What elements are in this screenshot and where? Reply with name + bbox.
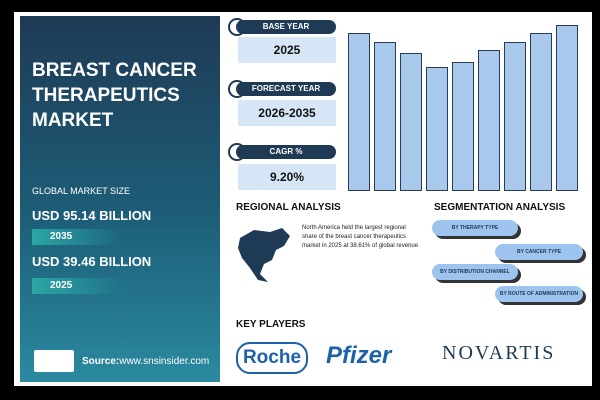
stat-value: 9.20% (238, 164, 336, 190)
source: Source:www.snsinsider.com (82, 356, 209, 367)
stat-value: 2025 (238, 37, 336, 63)
stat-label: FORECAST YEAR (236, 82, 336, 96)
stat-label: CAGR % (236, 145, 336, 159)
source-url: www.snsinsider.com (119, 356, 210, 367)
segment-pill: BY CANCER TYPE (495, 244, 583, 260)
company-logo: Pfizer (326, 342, 392, 369)
bar (504, 42, 526, 191)
bar (452, 62, 474, 191)
title-line: MARKET (32, 110, 114, 131)
section-title: SEGMENTATION ANALYSIS (434, 202, 566, 213)
stat-label: BASE YEAR (236, 20, 336, 34)
map (238, 228, 290, 282)
market-amount: USD 39.46 BILLION (32, 254, 152, 269)
company-logo: Roche (236, 342, 308, 374)
market-size-label: GLOBAL MARKET SIZE (32, 186, 131, 196)
segment-pill: BY DISTRIBUTION CHANNEL (432, 264, 518, 280)
title-line: THERAPEUTICS (32, 85, 180, 106)
market-year: 2035 (32, 229, 122, 245)
map-shape (238, 228, 290, 282)
title-line: BREAST CANCER (32, 60, 197, 81)
bar (530, 33, 552, 191)
segment-pill: BY ROUTE OF ADMINISTRATION (495, 286, 583, 302)
decorative-bars (348, 25, 588, 191)
market-amount: USD 95.14 BILLION (32, 208, 152, 223)
bar (400, 53, 422, 191)
source-label: Source: (82, 356, 120, 367)
sidebar: BREAST CANCER THERAPEUTICS MARKET GLOBAL… (20, 16, 220, 382)
bar (556, 25, 578, 191)
bar (426, 67, 448, 191)
bar (348, 33, 370, 191)
market-year: 2025 (32, 278, 122, 294)
section-title: REGIONAL ANALYSIS (236, 202, 341, 213)
regional-text: North America held the largest regional … (302, 225, 419, 249)
brand-logo (34, 350, 74, 372)
bar (374, 42, 396, 191)
company-logo: NOVARTIS (442, 342, 556, 364)
bar (478, 50, 500, 191)
stat-value: 2026-2035 (238, 100, 336, 126)
section-title: KEY PLAYERS (236, 319, 306, 330)
segment-pill: BY THERAPY TYPE (432, 220, 518, 236)
infographic: BREAST CANCER THERAPEUTICS MARKET GLOBAL… (14, 12, 592, 386)
